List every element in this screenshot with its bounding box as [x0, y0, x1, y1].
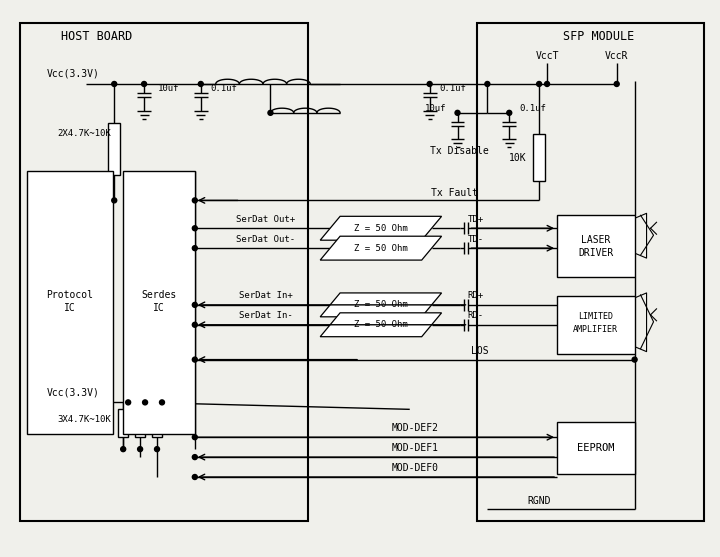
Polygon shape [320, 293, 441, 317]
Text: 0.1uf: 0.1uf [211, 85, 238, 94]
Text: EEPROM: EEPROM [577, 443, 615, 453]
Text: SerDat Out+: SerDat Out+ [236, 215, 295, 224]
Circle shape [192, 475, 197, 480]
Bar [135, 409, 145, 437]
Circle shape [632, 357, 637, 362]
Text: HOST BOARD: HOST BOARD [60, 30, 132, 43]
Text: MOD-DEF1: MOD-DEF1 [391, 443, 438, 453]
Text: MOD-DEF0: MOD-DEF0 [391, 463, 438, 473]
Text: Protocol: Protocol [46, 290, 93, 300]
Text: VccR: VccR [605, 51, 629, 61]
Text: SerDat In-: SerDat In- [238, 311, 292, 320]
Circle shape [455, 110, 460, 115]
Text: Z = 50 Ohm: Z = 50 Ohm [354, 320, 408, 329]
Circle shape [192, 323, 197, 328]
Circle shape [544, 81, 549, 86]
Polygon shape [320, 236, 441, 260]
Circle shape [536, 81, 541, 86]
Text: DRIVER: DRIVER [578, 248, 613, 258]
Text: Z = 50 Ohm: Z = 50 Ohm [354, 224, 408, 233]
Text: SFP MODULE: SFP MODULE [563, 30, 634, 43]
Bar [557, 296, 634, 354]
Circle shape [614, 81, 619, 86]
Text: 2X4.7K~10K: 2X4.7K~10K [58, 129, 112, 138]
Text: 10K: 10K [508, 153, 526, 163]
Circle shape [160, 400, 164, 405]
Bar [19, 23, 308, 521]
Text: SerDat In+: SerDat In+ [238, 291, 292, 300]
Text: IC: IC [63, 303, 76, 313]
Circle shape [121, 447, 126, 452]
Circle shape [192, 434, 197, 439]
Circle shape [485, 81, 490, 86]
Circle shape [268, 110, 273, 115]
Text: LASER: LASER [581, 235, 611, 245]
Text: LIMITED: LIMITED [578, 312, 613, 321]
Text: 0.1uf: 0.1uf [440, 85, 467, 94]
Bar [108, 123, 120, 174]
Text: 3X4.7K~10K: 3X4.7K~10K [58, 415, 112, 424]
Circle shape [138, 447, 143, 452]
Text: 10uf: 10uf [158, 85, 179, 94]
Text: RD+: RD+ [467, 291, 484, 300]
Circle shape [112, 198, 117, 203]
Text: 0.1uf: 0.1uf [519, 104, 546, 114]
Text: Z = 50 Ohm: Z = 50 Ohm [354, 300, 408, 309]
Text: IC: IC [153, 303, 165, 313]
Circle shape [192, 198, 197, 203]
Text: LOS: LOS [471, 346, 488, 355]
Bar [557, 422, 634, 474]
Bar [533, 134, 545, 182]
Polygon shape [320, 313, 441, 337]
Text: RGND: RGND [527, 496, 551, 506]
Circle shape [427, 81, 432, 86]
Text: RD-: RD- [467, 311, 484, 320]
Circle shape [142, 81, 147, 86]
Circle shape [192, 357, 197, 362]
Bar [557, 216, 634, 277]
Circle shape [192, 302, 197, 307]
Bar [123, 170, 195, 434]
Text: Vcc(3.3V): Vcc(3.3V) [47, 68, 100, 78]
Circle shape [192, 455, 197, 460]
Circle shape [192, 246, 197, 251]
Bar [477, 23, 704, 521]
Text: 10uf: 10uf [425, 104, 446, 114]
Text: TD+: TD+ [467, 215, 484, 224]
Circle shape [198, 81, 203, 86]
Bar [152, 409, 162, 437]
Circle shape [112, 81, 117, 86]
Text: AMPLIFIER: AMPLIFIER [573, 325, 618, 334]
Circle shape [192, 226, 197, 231]
Circle shape [143, 400, 148, 405]
Text: Serdes: Serdes [141, 290, 176, 300]
Polygon shape [320, 216, 441, 240]
Circle shape [507, 110, 512, 115]
Text: Vcc(3.3V): Vcc(3.3V) [47, 388, 100, 398]
Text: MOD-DEF2: MOD-DEF2 [391, 423, 438, 433]
Text: VccT: VccT [535, 51, 559, 61]
Text: TD-: TD- [467, 234, 484, 244]
Text: Tx Disable: Tx Disable [430, 145, 489, 155]
Text: Z = 50 Ohm: Z = 50 Ohm [354, 243, 408, 253]
Text: SerDat Out-: SerDat Out- [236, 234, 295, 244]
Bar [118, 409, 128, 437]
Circle shape [155, 447, 160, 452]
Text: Tx Fault: Tx Fault [431, 188, 478, 198]
Circle shape [126, 400, 130, 405]
Bar [27, 170, 113, 434]
